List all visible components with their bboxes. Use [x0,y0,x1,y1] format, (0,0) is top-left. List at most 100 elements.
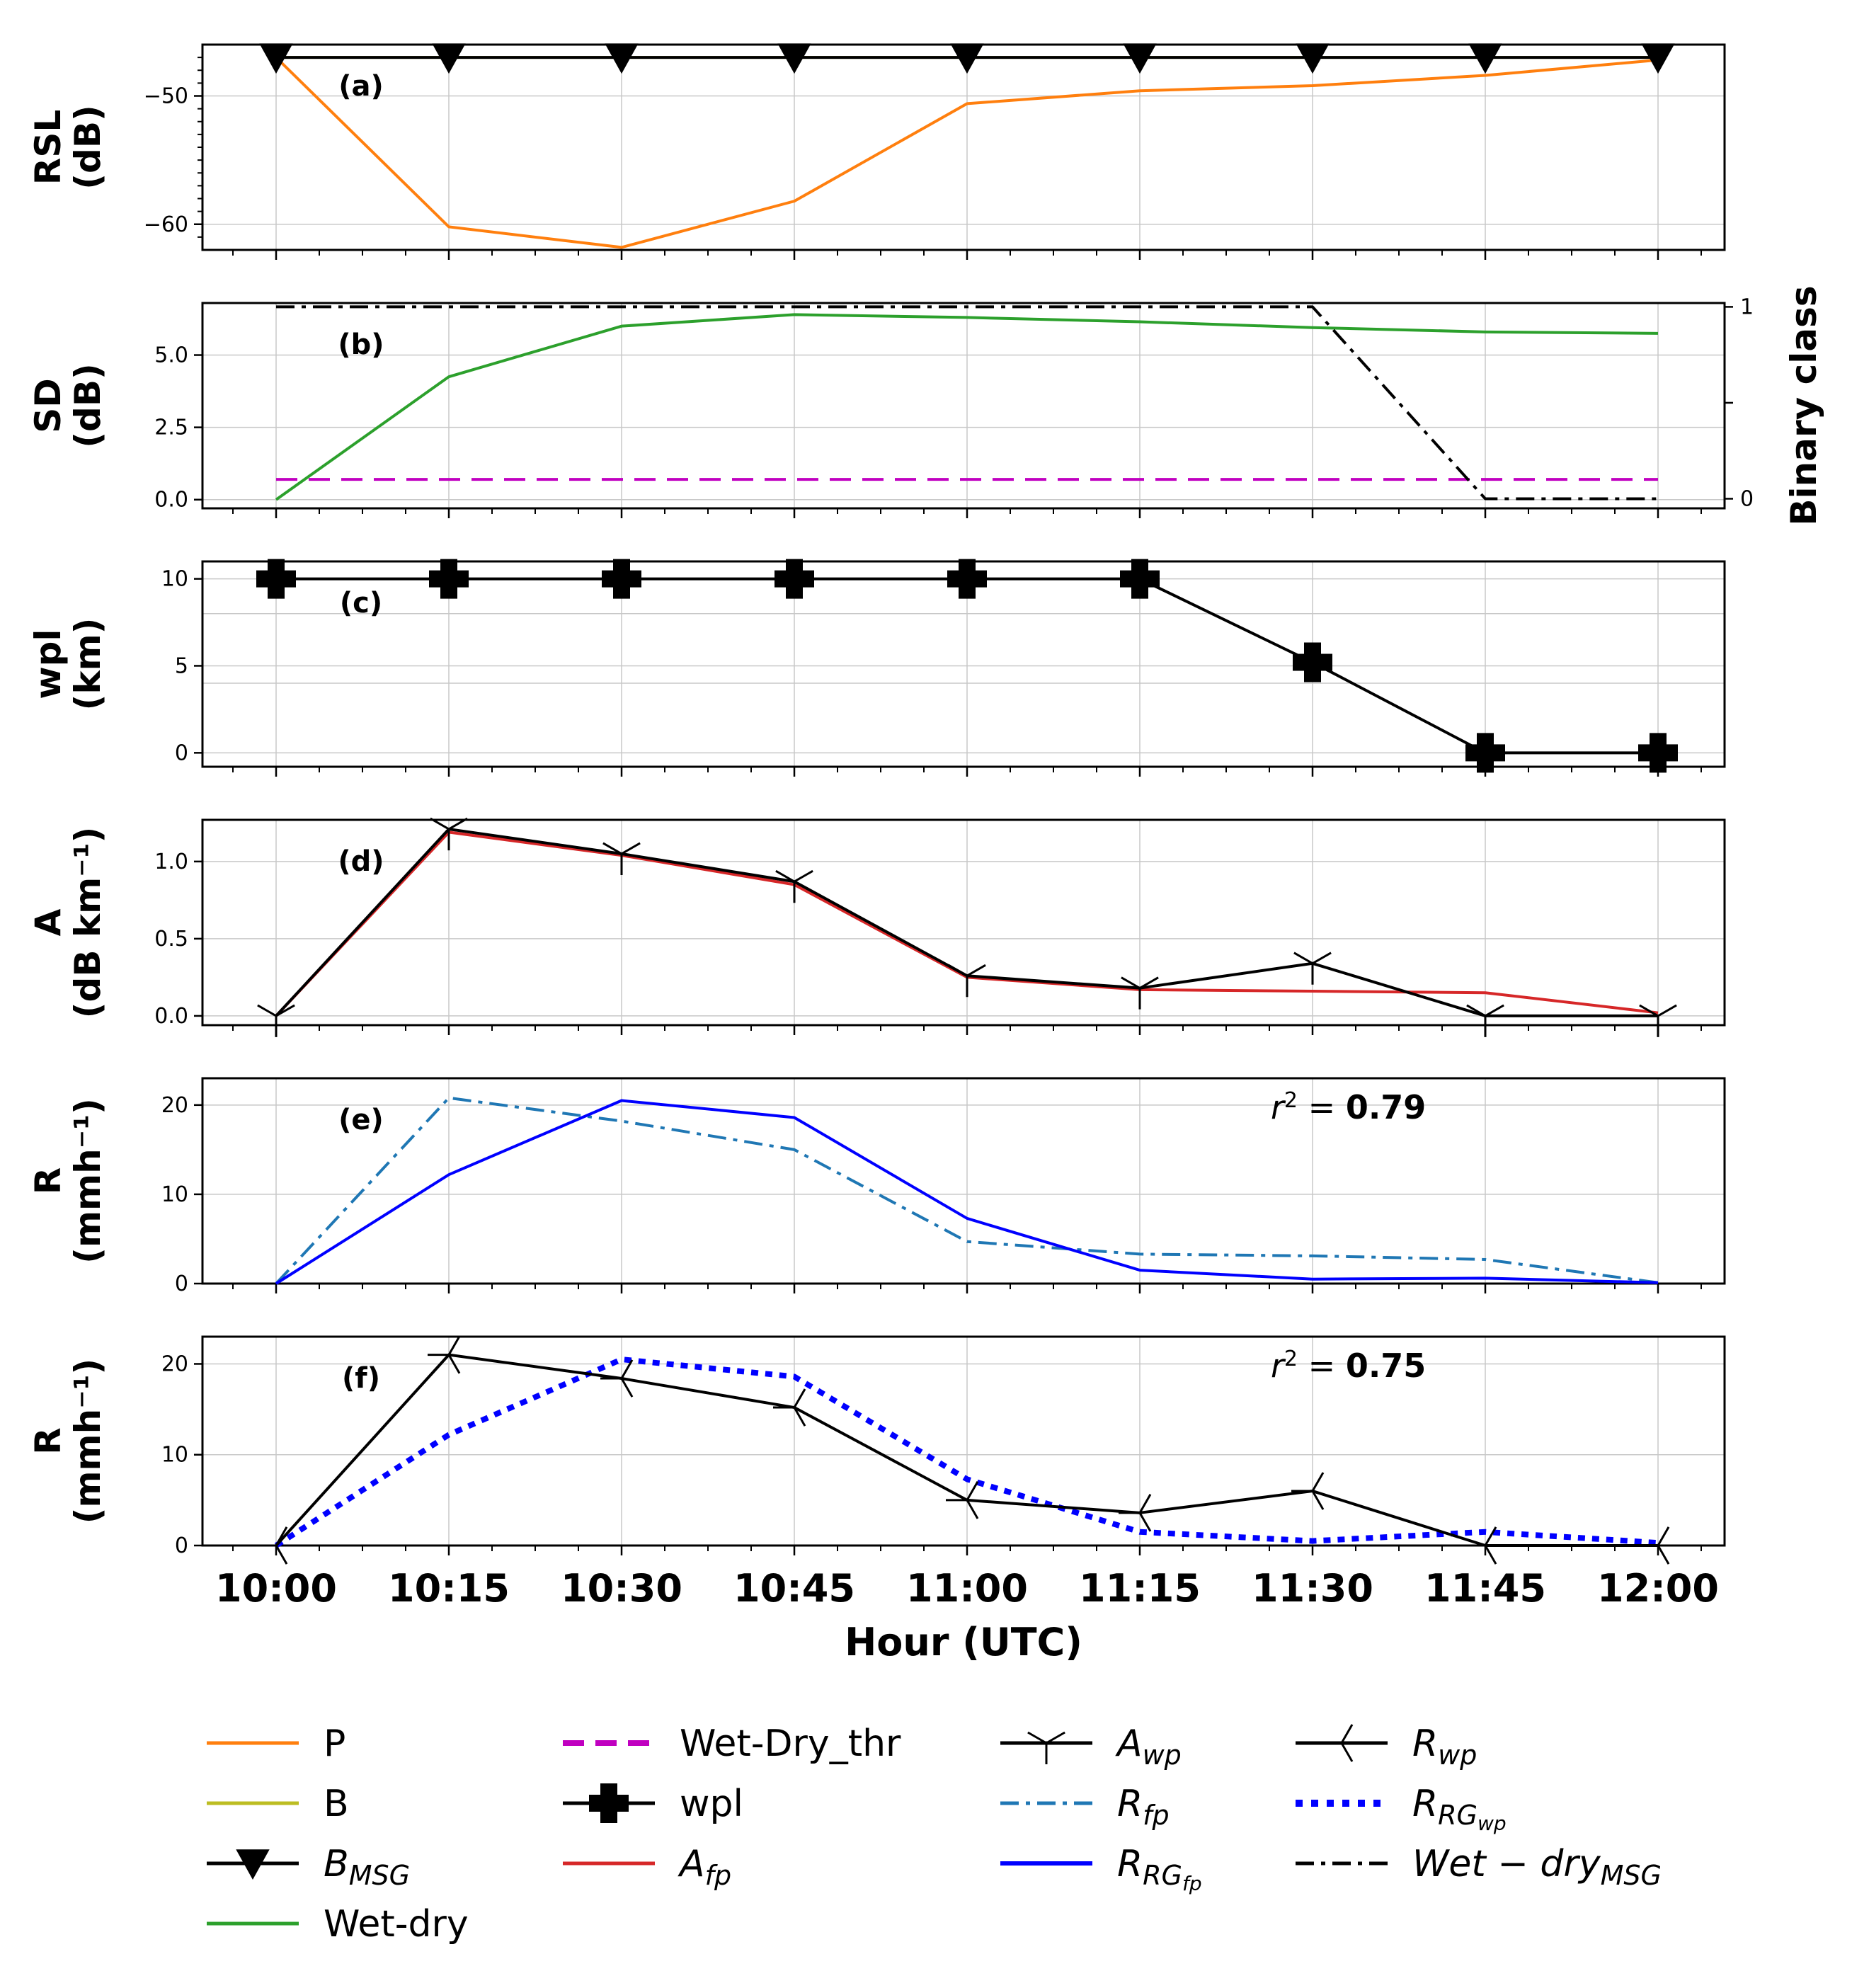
gridlines [202,45,1725,250]
legend-label-main: P [324,1723,345,1765]
data-point-R_wp [946,1481,979,1519]
legend-label-subscript: RG [1438,1800,1477,1831]
series-line-R_RGfp [275,1099,1659,1285]
data-point-A_wp [430,817,468,851]
panel-e: 0 10 20 R(mmh⁻¹) (e) r2 = 0.79 [28,1077,1726,1296]
legend-item-A_fp: Afp [563,1843,731,1891]
gridlines [202,820,1725,1025]
legend-item-Wetdry_MSG: Wet − dryMSG [1296,1843,1662,1891]
x-tick-label: 10:15 [388,1566,510,1611]
panel-f: 0 10 20 R(mmh⁻¹) (f) r2 = 0.75 [28,1335,1726,1565]
y-axis-label-line1: SD [28,378,69,433]
legend-label: BMSG [324,1843,410,1891]
legend-label: wpl [680,1783,743,1825]
y-ticks: 0 10 20 [161,1093,202,1296]
legend-item-Wet-Dry_thr: Wet-Dry_thr [563,1723,901,1765]
x-tick-label: 10:00 [215,1566,337,1611]
axes-frame [201,818,1726,1027]
y-axis-label: wpl(km) [28,617,108,710]
series-line-Wet-dry [275,313,1659,501]
legend-item-R_RGwp: RRGwp [1296,1783,1507,1835]
y-tick-label: 20 [161,1093,188,1118]
legend-label-main: B [324,1783,349,1825]
data-point-R_wp [1119,1493,1152,1532]
r-squared-exponent: 2 [1284,1088,1298,1113]
x-ticks [232,1546,1702,1555]
data-point-R_wp [1291,1472,1325,1510]
gridlines [202,1337,1725,1546]
legend-label: RRGfp [1117,1843,1202,1895]
legend-label-main: Wet-Dry_thr [680,1723,901,1765]
data-point-B_MSG [605,43,639,74]
data-point-R_wp [773,1388,806,1427]
panel-label: (c) [340,587,382,619]
legend-handle-marker [589,1783,629,1823]
data-point-B_MSG [950,43,984,74]
y-tick-label: 2.5 [154,416,188,440]
y-tick-label: 0 [175,741,188,765]
data-point-A_wp [775,869,813,903]
data-point-wpl [1638,733,1678,773]
gridlines [202,303,1725,508]
x-ticks [232,508,1702,518]
series-B_MSG [259,43,1675,74]
y-axis-label-line2: (dB) [67,105,108,190]
series-R_fp [275,1096,1659,1285]
y-tick-label: −60 [144,212,188,237]
legend-label: RRGwp [1412,1783,1507,1835]
r-squared-value: 0.75 [1346,1347,1427,1385]
y-ticks: −50 −60 [144,57,202,238]
series-R_wp [255,1335,1670,1565]
legend-label-subscript: fp [1143,1800,1170,1831]
y-ticks: 0 5 10 [161,567,202,765]
y-tick-label: 0 [175,1533,188,1558]
y-axis-label: R(mmh⁻¹) [28,1359,108,1524]
x-tick-label: 12:00 [1597,1566,1719,1611]
r-squared-exponent: 2 [1284,1347,1298,1371]
r-squared-equals: = [1298,1088,1346,1126]
right-axis: 0 1 Binary class [1725,285,1824,526]
panel-label: (b) [338,329,384,361]
data-point-B_MSG [777,43,811,74]
x-tick-label: 11:45 [1424,1566,1546,1611]
legend-item-P: P [207,1723,345,1765]
data-point-A_wp [1639,1004,1677,1037]
legend-label: Rfp [1117,1783,1170,1831]
axes-frame [201,1335,1726,1547]
y-axis-label: R(mmh⁻¹) [28,1098,108,1264]
series-line-R_RGwp [274,1356,1659,1548]
y-axis-label: RSL(dB) [28,105,108,190]
x-ticks [232,1284,1702,1293]
data-point-B_MSG [1123,43,1157,74]
y-ticks: 0.0 0.5 1.0 [154,850,202,1029]
legend-label-main: R [1412,1723,1438,1765]
legend-label-subscript: fp [705,1860,732,1891]
y-tick-label: 5.0 [154,343,188,368]
legend-label: B [324,1783,349,1825]
data-point-A_wp [1121,976,1159,1010]
x-ticks [232,1025,1702,1035]
data-point-wpl [256,559,296,599]
r-squared-annotation: r2 = 0.79 [1271,1088,1426,1126]
series-line-R_fp [275,1096,1659,1285]
data-point-A_wp [602,842,641,875]
legend-item-B: B [207,1783,349,1825]
data-point-wpl [1293,642,1332,682]
legend-label-subscript: wp [1143,1740,1182,1771]
x-tick-label: 11:30 [1252,1566,1373,1611]
y-axis-label-line1: RSL [28,110,69,185]
legend-label-subscript: RG [1143,1860,1182,1891]
right-y-tick-label: 1 [1740,295,1754,319]
axes-frame [201,302,1726,510]
panel-a: −50 −60 RSL(dB) (a) [28,43,1726,260]
series-line-Wet-dry_MSG [276,305,1658,501]
legend: PBBMSGWet-dryWet-Dry_thrwplAfpAwpRfpRRGf… [207,1723,1662,1946]
legend-item-R_fp: Rfp [1000,1783,1170,1831]
legend-label-subscript2: wp [1477,1812,1507,1835]
panel-label: (e) [338,1104,384,1136]
legend-item-B_MSG: BMSG [207,1843,410,1891]
legend-label-main: Wet-dry [324,1903,469,1946]
panel-b: 0.0 2.5 5.0 SD(dB) 0 1 Binary class (b) [28,285,1824,525]
y-axis-label-line1: R [28,1167,69,1195]
legend-label: Wet-dry [324,1903,469,1946]
